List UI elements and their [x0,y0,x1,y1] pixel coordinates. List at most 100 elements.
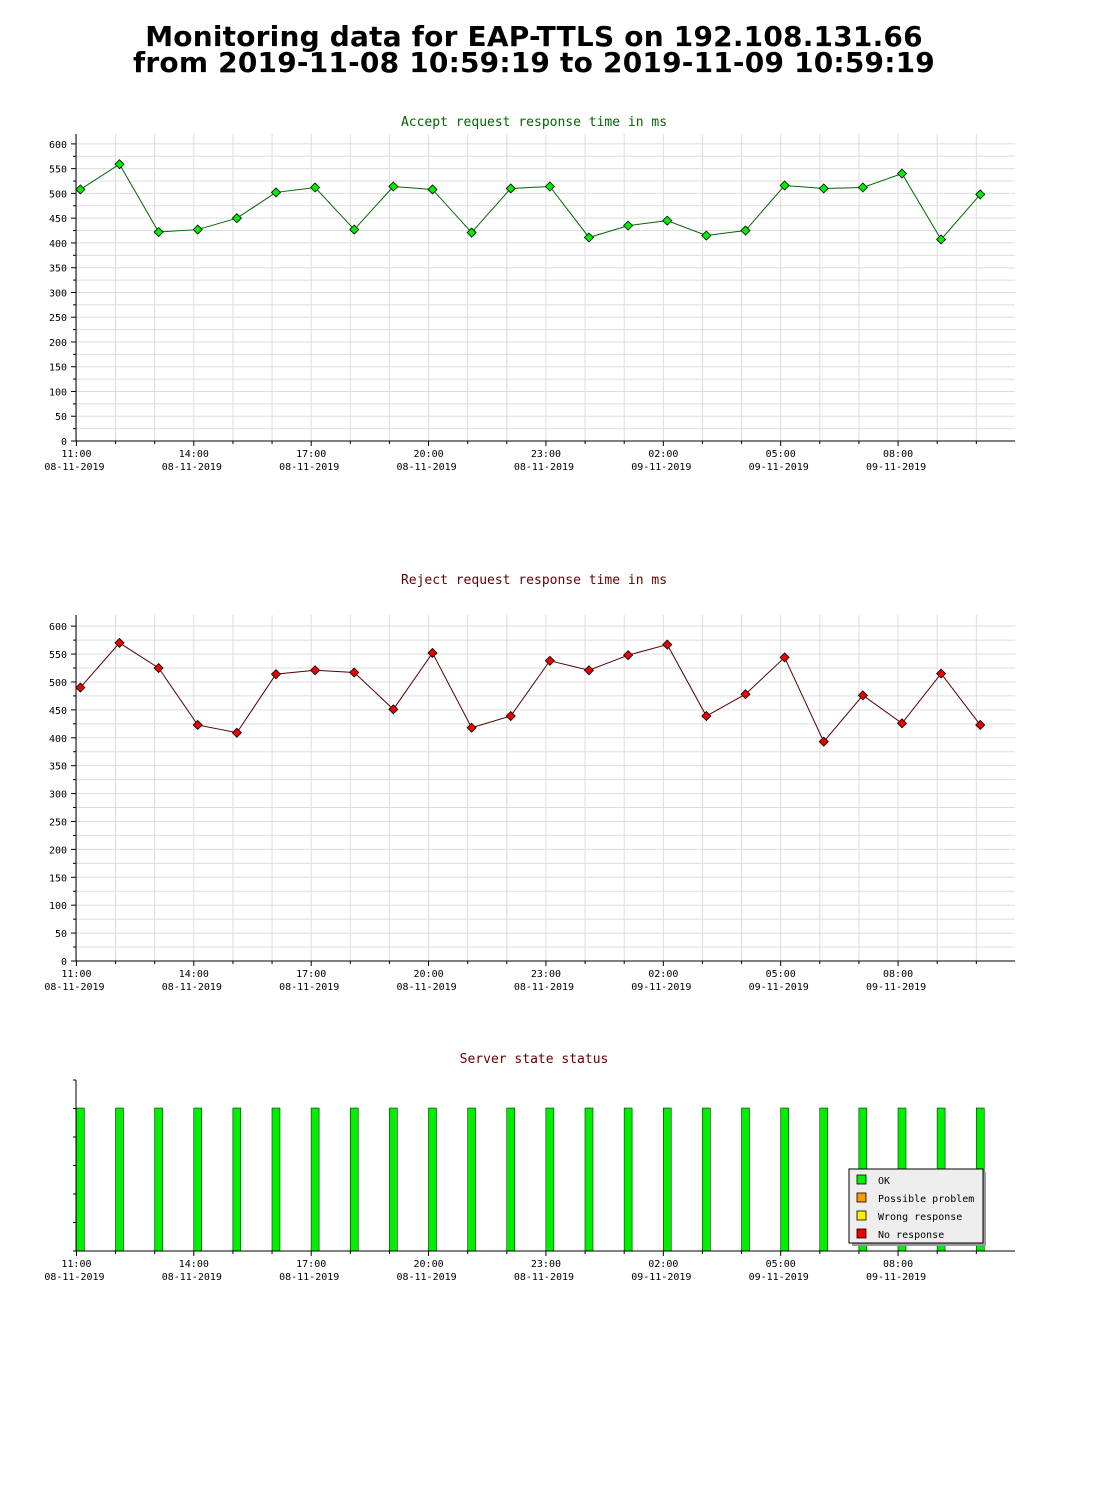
x-tick-label-time: 02:00 [648,969,678,980]
legend-swatch [856,1210,867,1221]
y-tick-label: 450 [49,214,67,225]
x-tick-label-time: 23:00 [531,969,561,980]
data-point [701,710,712,722]
data-point [701,230,712,241]
data-point [936,234,947,245]
y-tick-label: 250 [49,817,67,828]
status-bar [349,1107,359,1252]
x-tick-label-time: 20:00 [414,969,444,980]
x-tick-label-time: 17:00 [296,449,326,460]
y-tick-label: 350 [49,762,67,773]
x-tick-label-date: 08-11-2019 [396,982,456,993]
accept-chart-title: Accept request response time in ms [401,115,667,130]
x-tick-label-time: 11:00 [61,449,91,460]
y-tick-label: 50 [55,412,67,423]
data-point [310,182,321,193]
x-tick-label-time: 17:00 [296,1259,326,1270]
x-tick-label-date: 08-11-2019 [44,1272,104,1283]
x-tick-label-date: 09-11-2019 [866,1272,926,1283]
data-point [623,220,634,231]
status-bar [741,1107,750,1252]
y-tick-label: 100 [49,901,67,912]
y-tick-label: 600 [49,622,67,633]
series-line [79,642,981,743]
x-tick-label-date: 08-11-2019 [162,1272,222,1283]
legend-label: OK [878,1176,890,1187]
data-point [153,662,164,674]
data-point [231,727,242,738]
x-tick-label-time: 23:00 [531,449,561,460]
y-tick-label: 600 [49,140,67,151]
x-tick-label-time: 11:00 [61,969,91,980]
x-tick-label-date: 09-11-2019 [749,982,809,993]
x-tick-label-date: 08-11-2019 [279,982,339,993]
y-tick-label: 150 [49,873,67,884]
data-point [623,650,634,661]
data-point [818,183,829,194]
status-bar [545,1107,555,1252]
data-point [153,226,164,238]
data-point [896,168,908,179]
x-tick-label-date: 08-11-2019 [279,1272,339,1283]
data-point [662,215,673,226]
data-point [388,181,399,192]
status-bar [819,1107,828,1252]
x-tick-label-time: 05:00 [766,1259,796,1270]
x-tick-label-date: 08-11-2019 [514,462,574,473]
data-point [583,232,595,243]
legend-label: No response [878,1230,944,1241]
y-tick-label: 550 [49,650,67,661]
x-tick-label-time: 08:00 [883,969,913,980]
legend-swatch [856,1228,867,1239]
y-tick-label: 450 [49,706,67,717]
data-point [936,668,947,679]
data-point [857,690,868,701]
status-bar [467,1107,476,1252]
x-tick-label-date: 09-11-2019 [866,462,926,473]
title-line-1: Monitoring data for EAP-TTLS on 192.108.… [145,20,923,53]
status-bar [310,1107,320,1252]
x-tick-label-time: 05:00 [766,449,796,460]
x-tick-label-date: 09-11-2019 [749,462,809,473]
y-tick-label: 400 [49,239,67,250]
legend-swatch [856,1192,867,1203]
x-tick-label-time: 20:00 [414,1259,444,1270]
data-point [505,183,516,194]
x-tick-label-time: 20:00 [414,449,444,460]
title-line-2: from 2019-11-08 10:59:19 to 2019-11-09 1… [133,46,935,79]
series-line [80,163,981,241]
y-tick-label: 250 [49,313,67,324]
x-tick-label-date: 09-11-2019 [631,982,691,993]
status-bar [193,1107,202,1252]
status-bar [702,1107,711,1252]
data-point [583,665,595,676]
data-point [975,189,986,200]
legend-label: Wrong response [878,1212,962,1223]
y-tick-label: 400 [49,734,67,745]
x-tick-label-time: 02:00 [648,449,678,460]
data-point [975,719,986,731]
y-tick-label: 0 [61,437,67,448]
x-tick-label-time: 14:00 [179,1259,209,1270]
data-point [740,689,751,700]
x-tick-label-date: 09-11-2019 [631,462,691,473]
x-tick-label-time: 02:00 [648,1259,678,1270]
data-point [427,647,438,659]
data-point [505,710,516,722]
y-tick-label: 500 [49,189,67,200]
data-point [466,227,477,238]
x-tick-label-time: 23:00 [531,1259,561,1270]
y-tick-label: 0 [61,957,67,968]
data-point [466,722,477,733]
status-bar [232,1107,242,1252]
data-point [270,669,282,680]
x-tick-label-date: 08-11-2019 [44,462,104,473]
x-tick-label-date: 08-11-2019 [514,1272,574,1283]
page-title: Monitoring data for EAP-TTLS on 192.108.… [0,20,1068,79]
x-tick-label-date: 08-11-2019 [279,462,339,473]
data-point [427,184,438,195]
x-tick-label-time: 08:00 [883,1259,913,1270]
legend-box [848,1168,984,1244]
status-bar [76,1107,85,1252]
